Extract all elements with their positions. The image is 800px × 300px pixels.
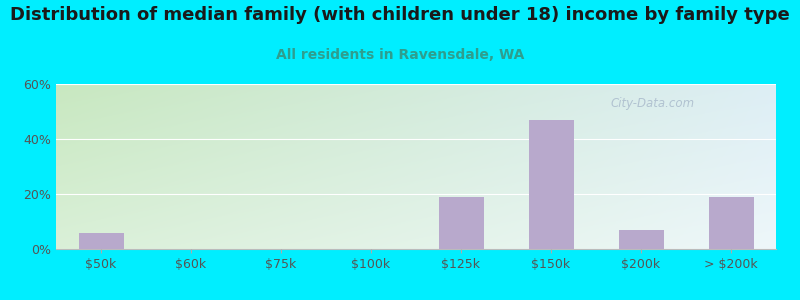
Text: Distribution of median family (with children under 18) income by family type: Distribution of median family (with chil… (10, 6, 790, 24)
Bar (529, 120, 574, 249)
Bar (618, 230, 663, 249)
Bar (438, 197, 483, 249)
Bar (709, 197, 754, 249)
Text: All residents in Ravensdale, WA: All residents in Ravensdale, WA (276, 48, 524, 62)
Bar (78, 232, 123, 249)
Text: City-Data.com: City-Data.com (610, 97, 694, 110)
